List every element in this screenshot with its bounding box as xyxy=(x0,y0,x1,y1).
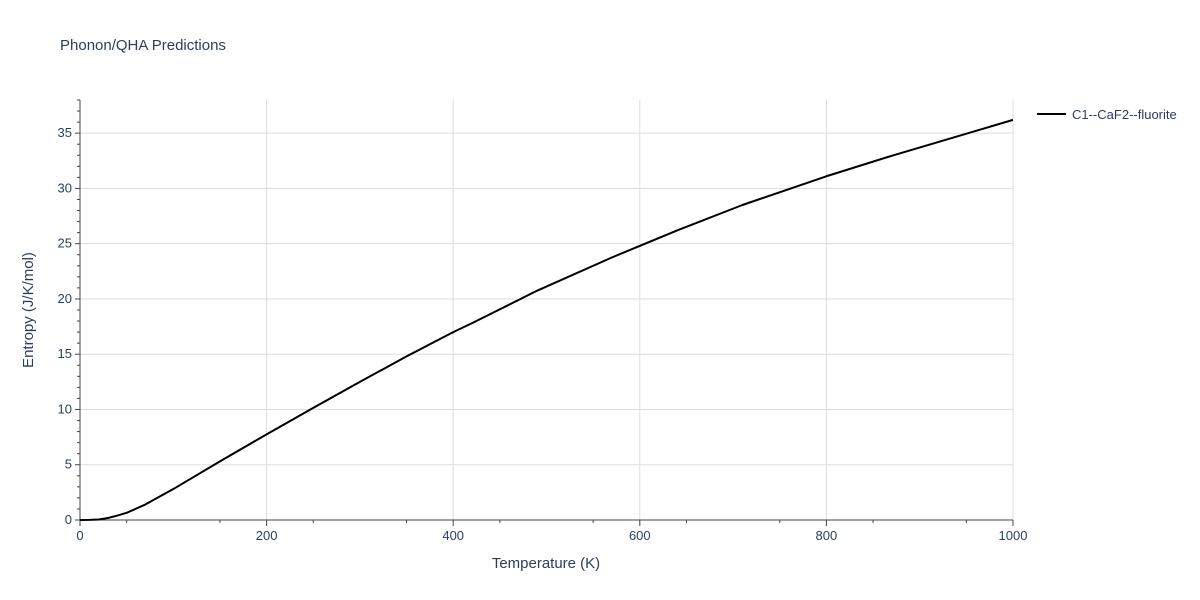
y-tick-label: 25 xyxy=(58,236,72,251)
grid-lines xyxy=(80,100,1014,520)
tick-labels: 0 200 400 600 800 1000 0 5 10 15 20 25 30 35 xyxy=(58,125,1028,543)
x-tick-label: 800 xyxy=(816,528,838,543)
y-tick-label: 0 xyxy=(65,512,72,527)
x-tick-label: 200 xyxy=(256,528,278,543)
y-tick-label: 20 xyxy=(58,291,72,306)
y-axis-title: Entropy (J/K/mol) xyxy=(20,252,37,368)
x-axis-title: Temperature (K) xyxy=(492,555,600,572)
legend[interactable]: C1--CaF2--fluorite xyxy=(1037,107,1177,122)
series-line[interactable] xyxy=(79,118,1014,521)
y-tick-label: 15 xyxy=(58,346,72,361)
y-tick-label: 5 xyxy=(65,457,72,472)
x-tick-label: 0 xyxy=(76,528,83,543)
x-tick-label: 1000 xyxy=(999,528,1028,543)
y-tick-label: 35 xyxy=(58,125,72,140)
y-tick-label: 10 xyxy=(58,401,72,416)
legend-label: C1--CaF2--fluorite xyxy=(1072,107,1177,122)
series-layer xyxy=(79,118,1014,521)
axes xyxy=(75,99,1014,526)
x-tick-label: 400 xyxy=(442,528,464,543)
chart-title: Phonon/QHA Predictions xyxy=(60,37,226,54)
y-tick-label: 30 xyxy=(58,180,72,195)
x-tick-label: 600 xyxy=(629,528,651,543)
